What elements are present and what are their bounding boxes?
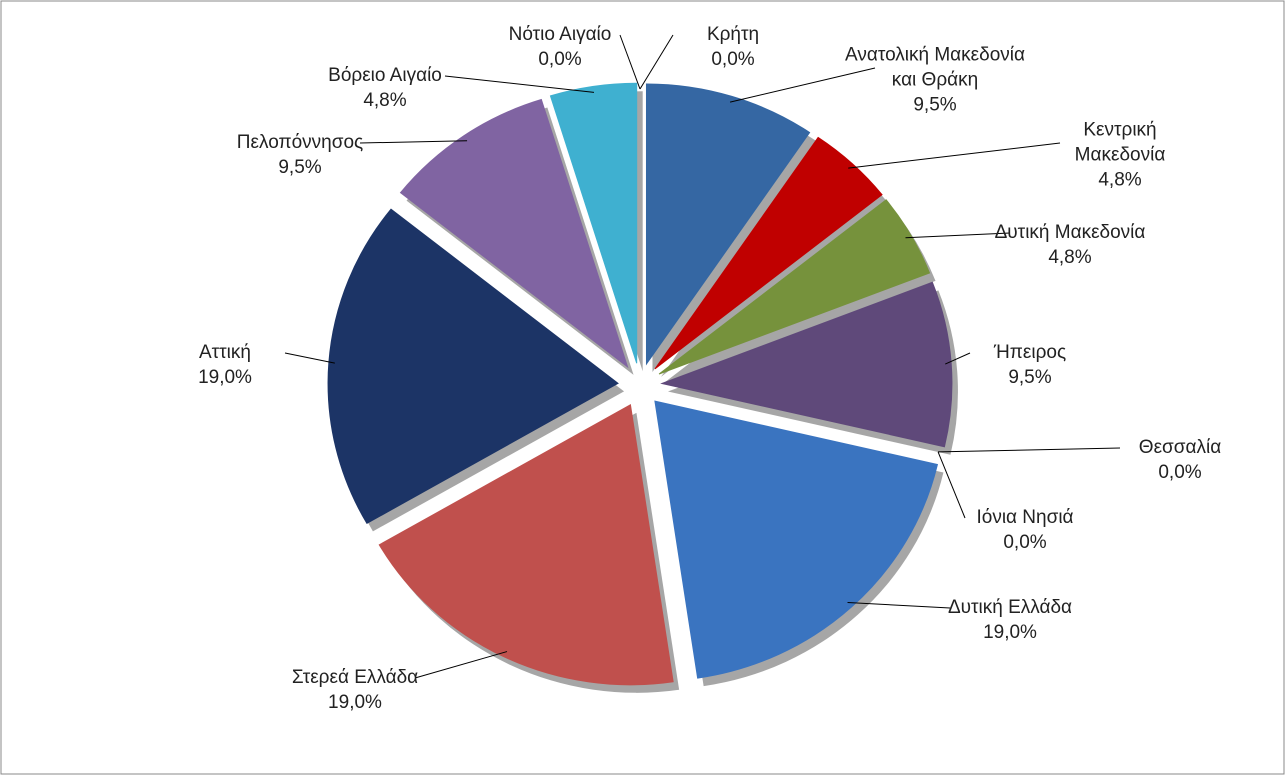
- data-label: Στερεά Ελλάδα 19,0%: [292, 665, 418, 715]
- category-label: Κρήτη: [706, 24, 760, 45]
- leader-line: [729, 67, 876, 103]
- data-label: Ήπειρος 9,5%: [994, 340, 1066, 390]
- leader-line: [639, 34, 674, 90]
- value-label: 0,0%: [1158, 462, 1202, 483]
- data-label: Βόρειο Αιγαίο 4,8%: [328, 63, 442, 113]
- category-label: Στερεά Ελλάδα: [291, 667, 419, 688]
- value-label: 4,8%: [1098, 169, 1142, 191]
- pie-slice: [378, 404, 674, 686]
- leader-line: [847, 602, 951, 609]
- leader-line: [938, 447, 1121, 453]
- leader-line: [945, 352, 971, 365]
- leader-line: [848, 142, 1061, 169]
- category-label: Θεσσαλία: [1138, 437, 1222, 458]
- leader-line: [359, 140, 468, 144]
- leader-line: [414, 651, 508, 679]
- data-label: Κεντρική Μακεδονία 4,8%: [1037, 118, 1203, 193]
- pie-slice: [549, 82, 638, 364]
- leader-line: [905, 232, 1011, 239]
- category-label: Ιόνια Νησιά: [976, 507, 1074, 528]
- value-label: 9,5%: [913, 94, 957, 116]
- pie-slice: [660, 281, 953, 448]
- leader-line: [937, 451, 966, 519]
- pie-slice: [399, 98, 629, 369]
- pie-slice: [645, 83, 811, 366]
- value-label: 9,5%: [278, 157, 322, 178]
- category-label: Νότιο Αιγαίο: [508, 24, 612, 45]
- value-label: 0,0%: [1003, 532, 1047, 553]
- category-label: Ανατολική Μακεδονία και Θράκη: [845, 44, 1025, 91]
- pie-slice: [327, 208, 619, 525]
- value-label: 9,5%: [1008, 367, 1052, 388]
- data-label: Ιόνια Νησιά 0,0%: [976, 505, 1073, 555]
- pie-slice: [658, 199, 931, 375]
- data-label: Ανατολική Μακεδονία και Θράκη 9,5%: [840, 43, 1030, 118]
- value-label: 0,0%: [538, 49, 582, 70]
- leader-line: [619, 34, 641, 90]
- category-label: Ήπειρος: [993, 342, 1067, 363]
- pie-slice: [654, 400, 939, 679]
- category-label: Δυτική Μακεδονία: [994, 222, 1146, 243]
- value-label: 19,0%: [328, 692, 382, 713]
- category-label: Αττική: [199, 342, 251, 363]
- leader-line: [444, 75, 595, 93]
- value-label: 0,0%: [711, 49, 755, 70]
- data-label: Δυτική Ελλάδα 19,0%: [948, 595, 1072, 645]
- data-label: Πελοπόννησος 9,5%: [237, 130, 363, 180]
- value-label: 4,8%: [1048, 247, 1092, 268]
- data-label: Κρήτη 0,0%: [707, 22, 759, 72]
- category-label: Πελοπόννησος: [236, 132, 364, 153]
- data-label: Αττική 19,0%: [198, 340, 252, 390]
- pie-slice: [654, 136, 883, 370]
- value-label: 19,0%: [983, 622, 1037, 643]
- value-label: 19,0%: [198, 367, 252, 388]
- category-label: Βόρειο Αιγαίο: [328, 65, 442, 86]
- category-label: Δυτική Ελλάδα: [947, 597, 1073, 618]
- data-label: Θεσσαλία 0,0%: [1139, 435, 1221, 485]
- category-label: Κεντρική Μακεδονία: [1074, 119, 1166, 166]
- leader-line: [284, 352, 335, 364]
- value-label: 4,8%: [363, 90, 407, 111]
- data-label: Δυτική Μακεδονία 4,8%: [995, 220, 1146, 270]
- data-label: Νότιο Αιγαίο 0,0%: [509, 22, 612, 72]
